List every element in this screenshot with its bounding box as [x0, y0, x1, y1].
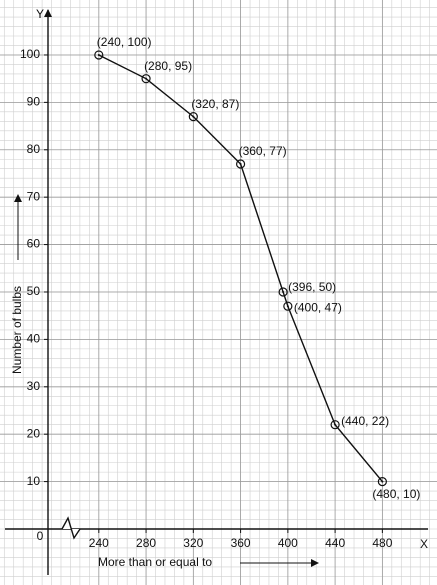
point	[330, 420, 340, 430]
y-tick-label: 90	[27, 95, 41, 109]
data-label: (240, 100)	[97, 35, 152, 49]
y-tick-label: 60	[27, 237, 41, 251]
point-dot	[145, 77, 148, 80]
data-label: (320, 87)	[191, 97, 239, 111]
x-tick-label: 360	[231, 536, 251, 550]
x-tick-label: 320	[183, 536, 203, 550]
point-dot	[286, 305, 289, 308]
point	[278, 287, 288, 297]
origin-label: 0	[37, 529, 44, 543]
y-tick-label: 80	[27, 142, 41, 156]
point	[141, 74, 151, 84]
data-label: (360, 77)	[239, 144, 287, 158]
point-dot	[334, 423, 337, 426]
axis-break	[61, 516, 81, 540]
data-label: (280, 95)	[144, 59, 192, 73]
point-dot	[381, 480, 384, 483]
x-axis-letter: X	[420, 537, 428, 551]
point	[188, 111, 198, 122]
axes	[5, 9, 428, 575]
x-tick-label: 280	[136, 536, 156, 550]
y-tick-label: 30	[27, 379, 41, 393]
data-label: (400, 47)	[294, 300, 342, 314]
point-dot	[282, 290, 285, 293]
y-tick-label: 70	[27, 189, 41, 203]
x-tick-label: 240	[89, 536, 109, 550]
x-tick-label: 440	[325, 536, 345, 550]
y-axis-letter: Y	[36, 7, 44, 21]
data-label: (396, 50)	[288, 280, 336, 294]
data-label: (440, 22)	[341, 414, 389, 428]
x-tick-label: 400	[278, 536, 298, 550]
y-axis-label: Number of bulbs	[10, 286, 24, 374]
y-tick-label: 20	[27, 426, 41, 440]
point	[283, 301, 293, 311]
x-tick-label: 480	[372, 536, 392, 550]
point-dot	[192, 115, 195, 118]
point	[235, 159, 246, 169]
line	[98, 54, 383, 483]
point	[94, 50, 104, 60]
y-tick-label: 100	[20, 47, 40, 61]
y-tick-label: 10	[27, 474, 41, 488]
point-dot	[239, 162, 242, 165]
y-tick-label: 50	[27, 284, 41, 298]
data-label: (480, 10)	[372, 487, 420, 501]
point-dot	[97, 53, 100, 56]
x-axis-label: More than or equal to	[98, 555, 212, 569]
point	[377, 476, 387, 487]
y-tick-label: 40	[27, 332, 41, 346]
